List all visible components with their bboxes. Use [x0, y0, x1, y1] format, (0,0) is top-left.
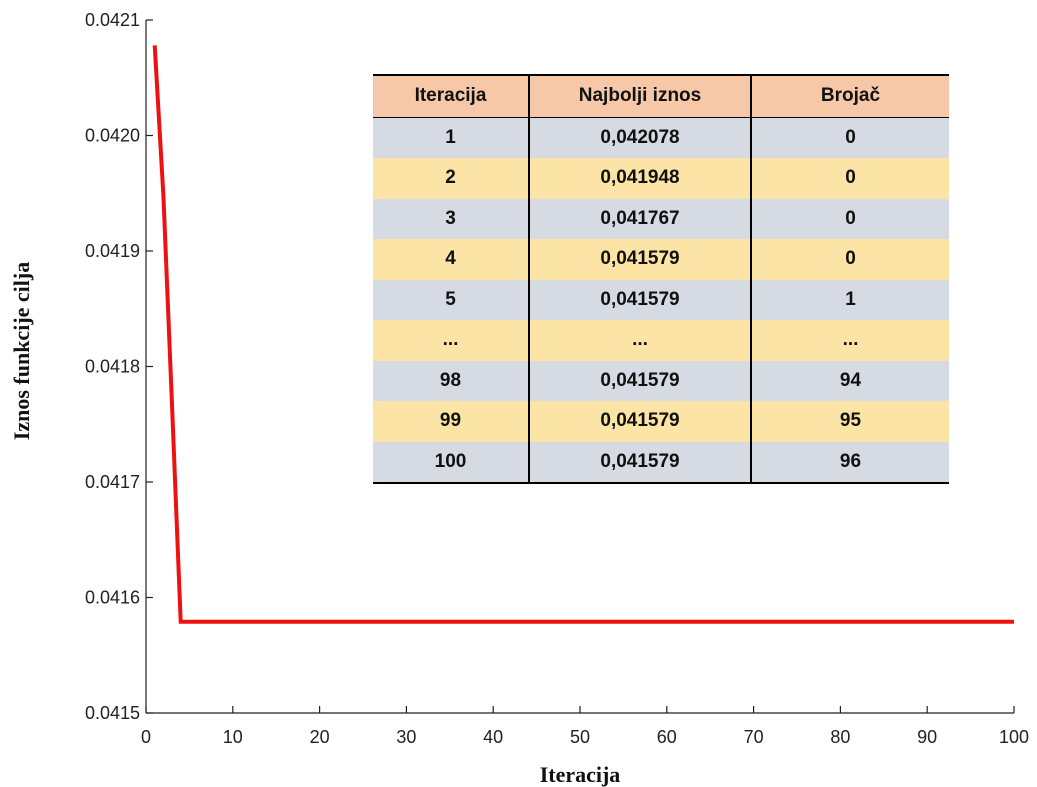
x-axis-ticks: 0 10 20 30 40 50 60 70 80 90 100: [141, 706, 1029, 747]
y-tick-label: 0.0418: [85, 357, 140, 377]
table-cell: 1: [373, 117, 529, 158]
table-body: 1 0,042078 0 2 0,041948 0 3 0,041767 0 4 0,041579 0…: [373, 117, 949, 483]
table-cell: 2: [373, 158, 529, 199]
table-cell: 96: [750, 441, 949, 483]
table-row: 3 0,041767 0: [373, 198, 949, 239]
table-header-row: Iteracija Najbolji iznos Brojač: [373, 75, 949, 118]
table-cell: 0,041767: [528, 198, 751, 239]
table-row: 1 0,042078 0: [373, 117, 949, 158]
y-axis-ticks: 0.0415 0.0416 0.0417 0.0418 0.0419 0.0420 0.04…: [85, 10, 153, 723]
y-axis-title: Iznos funkcije cilja: [9, 262, 34, 440]
table-cell: 98: [373, 360, 529, 401]
x-tick-label: 30: [396, 727, 416, 747]
x-tick-label: 60: [657, 727, 677, 747]
table-cell: 5: [373, 279, 529, 320]
y-tick-label: 0.0420: [85, 126, 140, 146]
x-tick-label: 40: [483, 727, 503, 747]
table-row: 2 0,041948 0: [373, 158, 949, 199]
x-tick-label: 20: [310, 727, 330, 747]
x-tick-label: 90: [917, 727, 937, 747]
series-line: [152, 45, 1014, 624]
column-header-counter: Brojač: [750, 75, 949, 118]
x-tick-label: 10: [223, 727, 243, 747]
table-cell: 95: [750, 401, 949, 442]
x-tick-label: 100: [999, 727, 1029, 747]
x-tick-label: 0: [141, 727, 151, 747]
table-cell: 100: [373, 441, 529, 483]
y-tick-label: 0.0419: [85, 241, 140, 261]
table-row: 98 0,041579 94: [373, 360, 949, 401]
column-header-iteration: Iteracija: [373, 75, 529, 118]
table-cell: 0,041579: [528, 279, 751, 320]
table-cell: 4: [373, 239, 529, 280]
y-tick-label: 0.0416: [85, 588, 140, 608]
table-cell: 0,041579: [528, 441, 751, 483]
x-tick-label: 70: [744, 727, 764, 747]
iteration-table: Iteracija Najbolji iznos Brojač 1 0,04207…: [373, 74, 949, 484]
table-cell: 3: [373, 198, 529, 239]
y-tick-label: 0.0415: [85, 703, 140, 723]
table-cell: 0: [750, 117, 949, 158]
table-cell: ...: [750, 320, 949, 361]
table-cell: 0: [750, 198, 949, 239]
table-row: .........: [373, 320, 949, 361]
table-cell: 1: [750, 279, 949, 320]
table-row: 99 0,041579 95: [373, 401, 949, 442]
table-cell: ...: [528, 320, 751, 361]
x-axis-title: Iteracija: [540, 762, 621, 787]
table-cell: 0,042078: [528, 117, 751, 158]
table-cell: 0,041579: [528, 360, 751, 401]
table-cell: ...: [373, 320, 529, 361]
table-row: 5 0,041579 1: [373, 279, 949, 320]
table-cell: 0,041579: [528, 239, 751, 280]
table-cell: 94: [750, 360, 949, 401]
x-tick-label: 50: [570, 727, 590, 747]
x-tick-label: 80: [830, 727, 850, 747]
table-cell: 0: [750, 239, 949, 280]
table-cell: 0: [750, 158, 949, 199]
table-row: 100 0,041579 96: [373, 441, 949, 483]
y-tick-label: 0.0417: [85, 472, 140, 492]
column-header-best-value: Najbolji iznos: [528, 75, 751, 118]
table-cell: 0,041579: [528, 401, 751, 442]
table-cell: 99: [373, 401, 529, 442]
y-tick-label: 0.0421: [85, 10, 140, 30]
table-row: 4 0,041579 0: [373, 239, 949, 280]
table-cell: 0,041948: [528, 158, 751, 199]
